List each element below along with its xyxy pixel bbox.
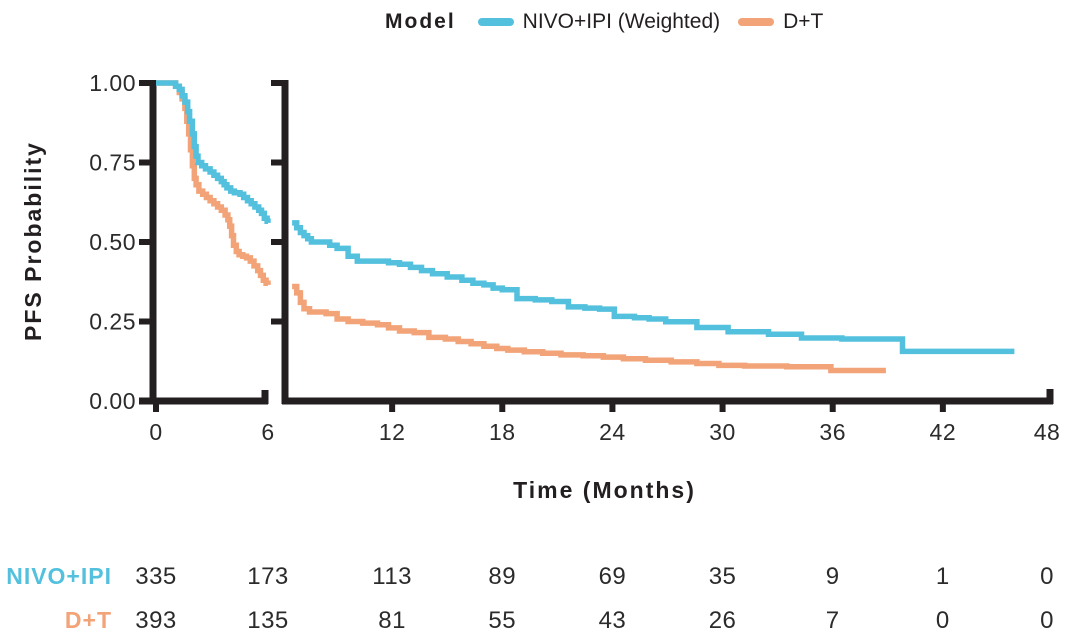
survival-plot: 1.00 0.75 0.50 0.25 0.00 0 6 12 18 24 30 36 42 48: [89, 70, 1061, 445]
risk-value-nivo-ipi-m48: 0: [1040, 563, 1054, 590]
x-tick-label: 24: [599, 419, 626, 445]
legend-title: Model: [385, 10, 456, 33]
legend-label-dt: D+T: [783, 10, 824, 33]
legend-swatch-dt-icon: [738, 18, 775, 26]
x-axis-title: Time (Months): [513, 477, 696, 503]
risk-value-d-t-m42: 0: [935, 607, 950, 634]
risk-value-nivo-ipi-m24: 69: [598, 563, 627, 590]
km-curve-d-t-right-panel: [292, 283, 886, 374]
risk-value-nivo-ipi-m12: 113: [372, 563, 413, 590]
legend-label-nivo-ipi: NIVO+IPI (Weighted): [522, 10, 721, 33]
x-tick-label: 30: [709, 419, 736, 445]
y-tick-label: 0.00: [89, 388, 136, 414]
risk-value-d-t-m48: 0: [1040, 607, 1054, 634]
risk-row-nivo-ipi: NIVO+IPI 335 173 113 89 69 35 9 1 0: [0, 563, 1080, 593]
risk-value-d-t-m30: 26: [708, 607, 737, 634]
legend-swatch-nivo-ipi-icon: [477, 18, 514, 26]
risk-row-label-nivo-ipi: NIVO+IPI: [6, 563, 112, 589]
x-tick-label: 48: [1034, 419, 1061, 445]
risk-value-d-t-m18: 55: [488, 607, 517, 634]
x-tick-label: 0: [149, 419, 162, 445]
risk-row-d-t: D+T 393 135 81 55 43 26 7 0 0: [0, 607, 1080, 637]
y-tick-label: 0.25: [89, 309, 136, 335]
x-tick-label: 18: [489, 419, 516, 445]
x-tick-label: 42: [930, 419, 957, 445]
km-curve-d-t-left-panel: [156, 80, 271, 287]
risk-row-label-d-t: D+T: [64, 607, 112, 633]
legend-item-nivo-ipi: NIVO+IPI (Weighted): [477, 10, 721, 34]
risk-value-d-t-m6: 135: [247, 607, 289, 634]
risk-value-d-t-m0: 393: [135, 607, 177, 634]
y-tick-label: 0.50: [89, 229, 136, 255]
risk-value-d-t-m24: 43: [598, 607, 627, 634]
risk-value-nivo-ipi-m42: 1: [935, 563, 950, 590]
legend-item-dt: D+T: [738, 10, 823, 34]
risk-value-d-t-m12: 81: [378, 607, 406, 634]
y-tick-label: 0.75: [89, 150, 136, 176]
risk-value-nivo-ipi-m18: 89: [488, 563, 517, 590]
risk-value-nivo-ipi-m0: 335: [135, 563, 177, 590]
legend: Model NIVO+IPI (Weighted) D+T: [385, 10, 841, 34]
x-tick-label: 36: [819, 419, 846, 445]
risk-value-nivo-ipi-m36: 9: [825, 563, 840, 590]
x-tick-label: 6: [261, 419, 274, 445]
risk-value-d-t-m36: 7: [825, 607, 840, 634]
risk-value-nivo-ipi-m30: 35: [708, 563, 737, 590]
km-curve-nivo-ipi-weighted-left-panel: [156, 80, 271, 225]
x-tick-label: 12: [379, 419, 406, 445]
y-tick-label: 1.00: [89, 70, 136, 96]
km-curve-nivo-ipi-weighted-right-panel: [292, 220, 1015, 355]
risk-value-nivo-ipi-m6: 173: [247, 563, 289, 590]
